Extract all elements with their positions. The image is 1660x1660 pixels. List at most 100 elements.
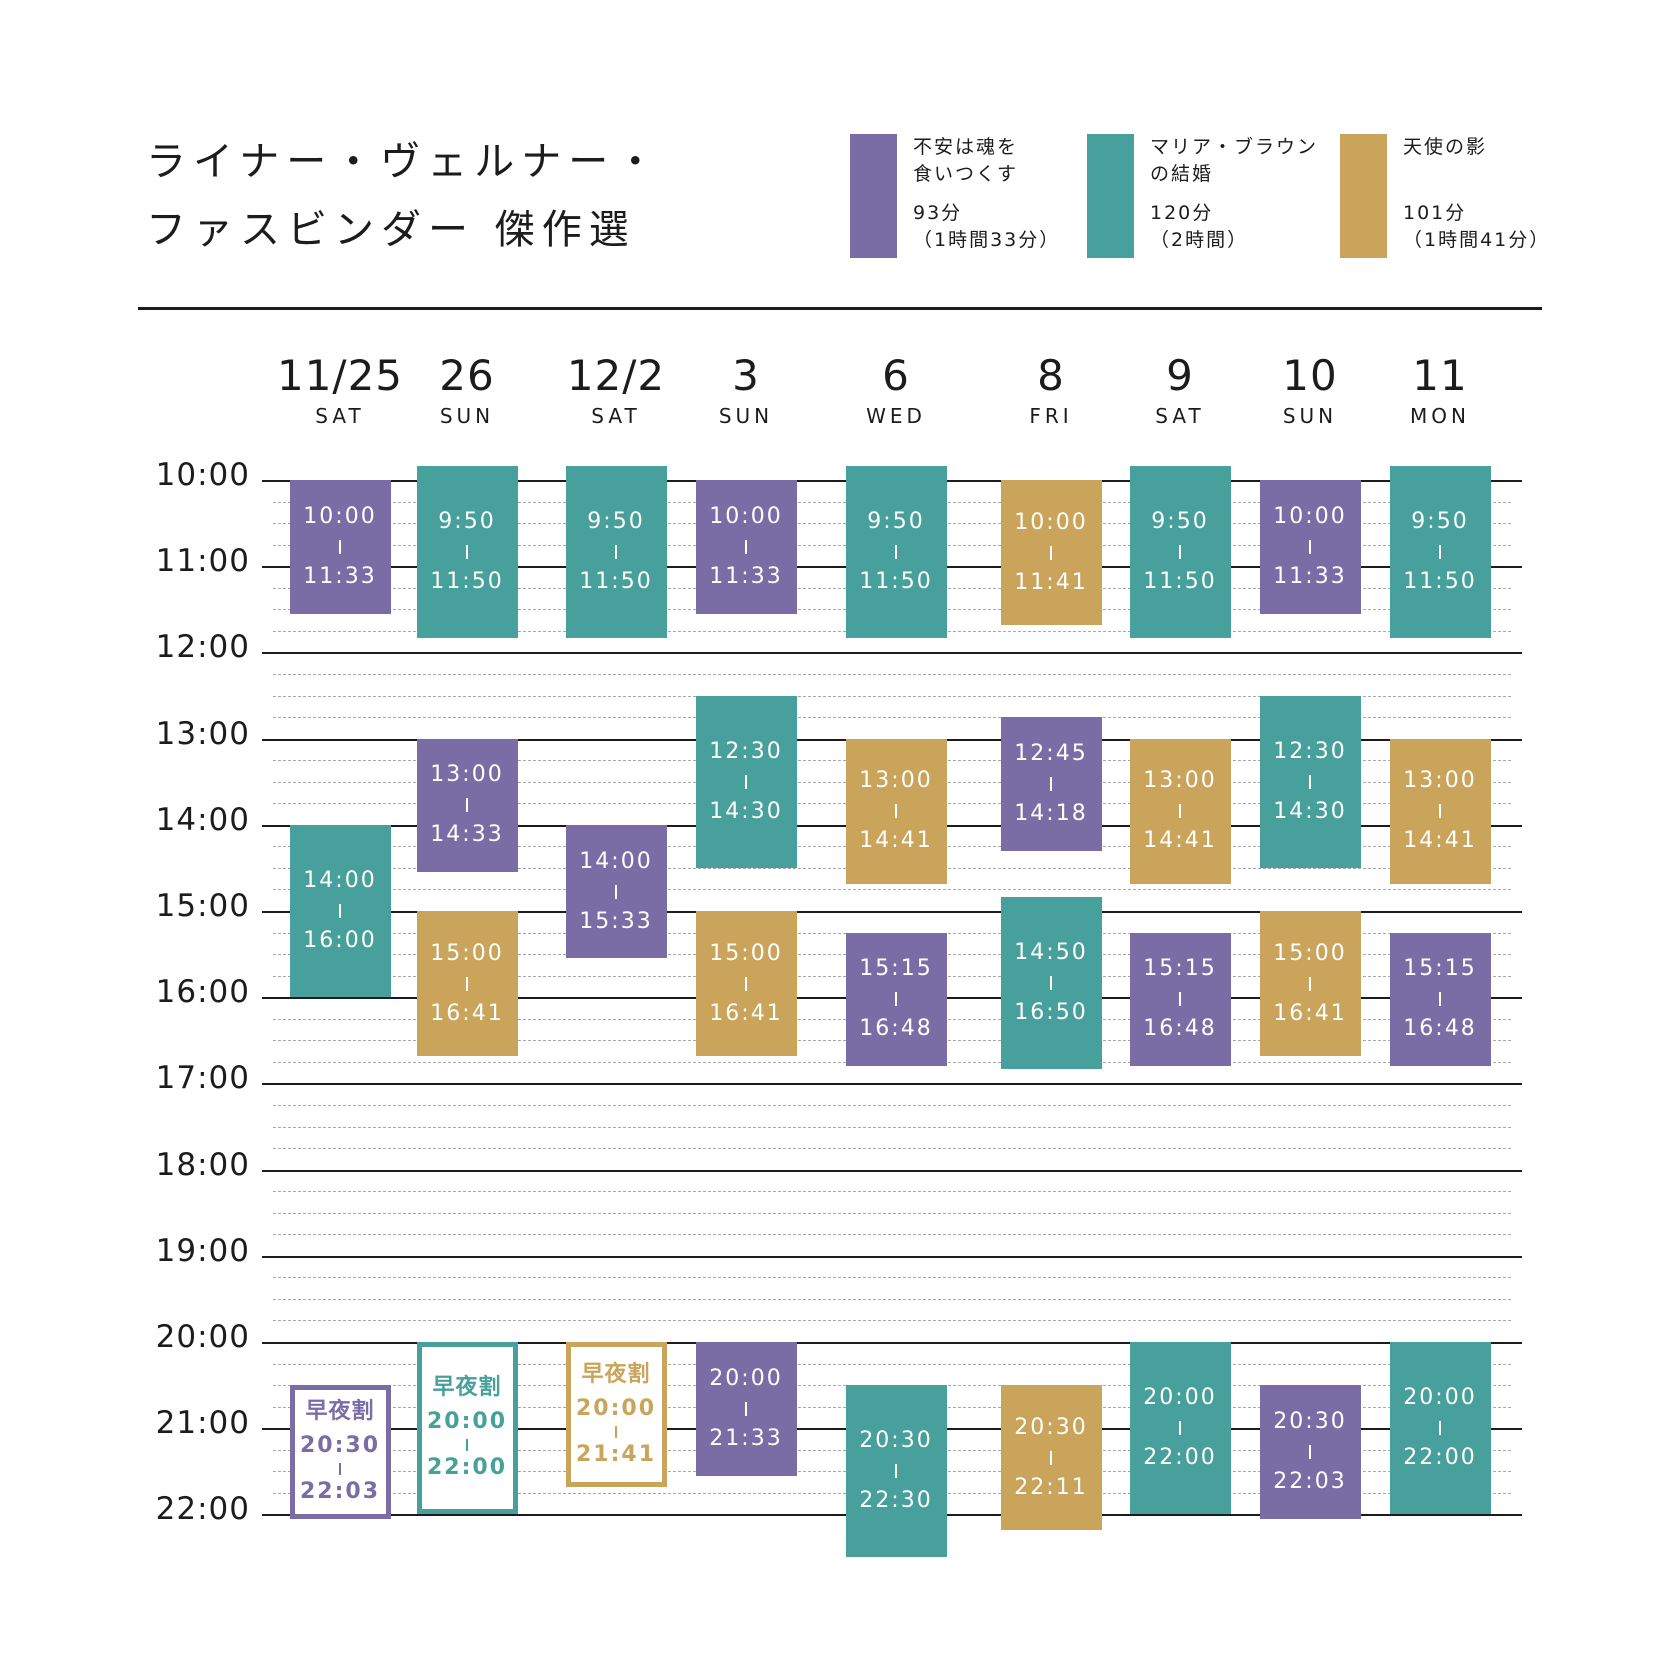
screening-end-time: 14:41 bbox=[1403, 828, 1477, 854]
screening-start-time: 15:00 bbox=[709, 940, 783, 966]
legend-film-title-line: 食いつくす bbox=[913, 163, 1019, 185]
screening-block[interactable]: 20:30 22:03 bbox=[1259, 1385, 1361, 1519]
screening-block[interactable]: 15:15 16:48 bbox=[845, 932, 947, 1067]
screening-end-time: 16:41 bbox=[709, 1000, 783, 1026]
time-range-separator bbox=[745, 774, 747, 789]
time-label: 22:00 bbox=[155, 1491, 250, 1528]
time-range-separator bbox=[1050, 1450, 1052, 1465]
screening-start-time: 20:00 bbox=[1143, 1385, 1217, 1411]
screening-end-time: 21:41 bbox=[575, 1441, 657, 1467]
screening-end-time: 16:48 bbox=[859, 1016, 933, 1042]
screening-end-time: 22:00 bbox=[1143, 1445, 1217, 1471]
screening-block[interactable]: 10:00 11:33 bbox=[289, 480, 391, 614]
screening-block[interactable]: 14:50 16:50 bbox=[1000, 896, 1102, 1070]
quarter-gridline bbox=[273, 1104, 1511, 1106]
screening-end-time: 14:41 bbox=[859, 828, 933, 854]
screening-block[interactable]: 13:00 14:33 bbox=[416, 738, 518, 873]
day-header: 9 SAT bbox=[1105, 350, 1255, 428]
screening-start-time: 9:50 bbox=[867, 508, 925, 534]
screening-block[interactable]: 15:15 16:48 bbox=[1389, 932, 1491, 1067]
screening-block[interactable]: 15:00 16:41 bbox=[416, 911, 518, 1057]
screening-block[interactable]: 15:15 16:48 bbox=[1129, 932, 1231, 1067]
screening-block[interactable]: 15:00 16:41 bbox=[695, 911, 797, 1057]
screening-end-time: 16:00 bbox=[303, 927, 377, 953]
screening-block[interactable]: 9:50 11:50 bbox=[845, 465, 947, 639]
screening-block[interactable]: 12:30 14:30 bbox=[695, 695, 797, 868]
screening-start-time: 20:30 bbox=[299, 1432, 381, 1458]
screening-block[interactable]: 早夜割 20:00 21:41 bbox=[565, 1342, 667, 1488]
hour-gridline bbox=[262, 1169, 1522, 1172]
day-header: 26 SUN bbox=[392, 350, 542, 428]
screening-start-time: 14:50 bbox=[1014, 939, 1088, 965]
time-label: 18:00 bbox=[155, 1146, 250, 1183]
screening-start-time: 15:15 bbox=[859, 956, 933, 982]
time-range-separator bbox=[1439, 804, 1441, 819]
quarter-gridline bbox=[273, 1212, 1511, 1214]
screening-end-time: 11:50 bbox=[1143, 568, 1217, 594]
screening-start-time: 12:45 bbox=[1014, 740, 1088, 766]
time-range-separator bbox=[1439, 544, 1441, 559]
screening-end-time: 22:00 bbox=[1403, 1445, 1477, 1471]
screening-end-time: 14:41 bbox=[1143, 828, 1217, 854]
time-range-separator bbox=[1309, 774, 1311, 789]
screening-block[interactable]: 10:00 11:33 bbox=[695, 480, 797, 614]
screening-block[interactable]: 20:00 22:00 bbox=[1389, 1342, 1491, 1515]
screening-start-time: 15:00 bbox=[430, 940, 504, 966]
screening-block[interactable]: 12:30 14:30 bbox=[1259, 695, 1361, 868]
legend-runtime-hm: （1時間33分） bbox=[913, 229, 1061, 251]
screening-block[interactable]: 早夜割 20:30 22:03 bbox=[289, 1385, 391, 1519]
quarter-gridline bbox=[273, 1298, 1511, 1300]
screening-start-time: 9:50 bbox=[1151, 508, 1209, 534]
legend-film-title: 天使の影 bbox=[1403, 134, 1550, 200]
screening-block[interactable]: 9:50 11:50 bbox=[1389, 465, 1491, 639]
screening-block[interactable]: 20:30 22:30 bbox=[845, 1385, 947, 1558]
screening-end-time: 16:41 bbox=[430, 1000, 504, 1026]
screening-end-time: 11:50 bbox=[579, 568, 653, 594]
screening-end-time: 22:11 bbox=[1014, 1474, 1088, 1500]
time-range-separator bbox=[1050, 776, 1052, 791]
day-header: 10 SUN bbox=[1235, 350, 1385, 428]
time-label: 17:00 bbox=[155, 1060, 250, 1097]
screening-start-time: 20:30 bbox=[859, 1428, 933, 1454]
hour-gridline bbox=[262, 911, 1522, 913]
screening-block[interactable]: 15:00 16:41 bbox=[1259, 911, 1361, 1057]
screening-block[interactable]: 20:00 22:00 bbox=[1129, 1342, 1231, 1515]
legend-film-title-line bbox=[1403, 161, 1550, 188]
screening-block[interactable]: 13:00 14:41 bbox=[845, 738, 947, 884]
screening-block[interactable]: 20:30 22:11 bbox=[1000, 1385, 1102, 1531]
screening-end-time: 14:18 bbox=[1014, 800, 1088, 826]
time-label: 10:00 bbox=[155, 457, 250, 493]
day-date: 6 bbox=[882, 351, 910, 400]
screening-block[interactable]: 9:50 11:50 bbox=[1129, 465, 1231, 639]
time-range-separator bbox=[745, 539, 747, 554]
day-weekday: SAT bbox=[1155, 404, 1205, 428]
screening-end-time: 11:50 bbox=[1403, 568, 1477, 594]
screening-block[interactable]: 20:00 21:33 bbox=[695, 1342, 797, 1476]
screening-start-time: 12:30 bbox=[1273, 738, 1347, 764]
day-weekday: MON bbox=[1410, 404, 1470, 428]
screening-block[interactable]: 14:00 16:00 bbox=[289, 824, 391, 998]
screening-block[interactable]: 13:00 14:41 bbox=[1389, 738, 1491, 884]
day-header: 8 FRI bbox=[976, 350, 1126, 428]
time-range-separator bbox=[1309, 539, 1311, 554]
screening-block[interactable]: 9:50 11:50 bbox=[565, 465, 667, 639]
screening-block[interactable]: 10:00 11:41 bbox=[1000, 480, 1102, 626]
time-range-separator bbox=[1050, 975, 1052, 990]
screening-end-time: 11:33 bbox=[303, 563, 377, 589]
screening-start-time: 20:00 bbox=[426, 1409, 508, 1435]
time-range-separator bbox=[1309, 1444, 1311, 1459]
page-title-line-2: ファスビンダー 傑作選 bbox=[146, 207, 636, 253]
screening-block[interactable]: 早夜割 20:00 22:00 bbox=[416, 1342, 518, 1515]
screening-block[interactable]: 13:00 14:41 bbox=[1129, 738, 1231, 884]
screening-block[interactable]: 9:50 11:50 bbox=[416, 465, 518, 639]
screening-end-time: 22:03 bbox=[1273, 1468, 1347, 1494]
screening-block[interactable]: 14:00 15:33 bbox=[565, 824, 667, 959]
screening-block[interactable]: 12:45 14:18 bbox=[1000, 717, 1102, 851]
screening-block[interactable]: 10:00 11:33 bbox=[1259, 480, 1361, 614]
day-date: 3 bbox=[732, 351, 760, 400]
hour-gridline bbox=[262, 652, 1522, 655]
time-range-separator bbox=[745, 1401, 747, 1416]
day-date: 10 bbox=[1282, 351, 1338, 400]
time-label: 21:00 bbox=[155, 1405, 250, 1442]
legend-film-title: 不安は魂を 食いつくす bbox=[913, 134, 1060, 200]
